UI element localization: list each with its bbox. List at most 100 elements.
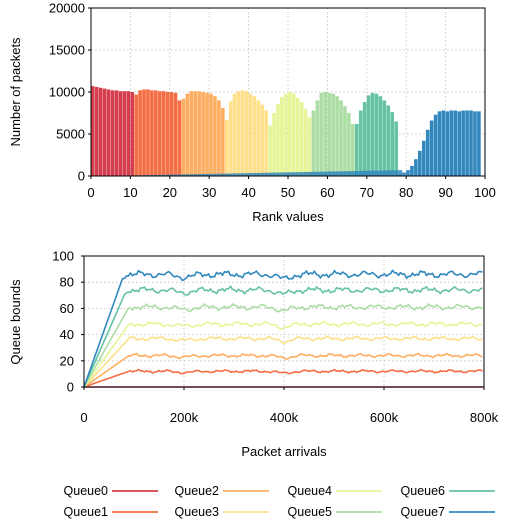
histogram-bars xyxy=(91,86,481,176)
histogram-bar xyxy=(130,92,134,176)
histogram-bar xyxy=(209,93,213,176)
histogram-bar xyxy=(91,86,95,176)
legend-label: Queue3 xyxy=(175,505,220,519)
bottom-x-tick-label: 400k xyxy=(270,410,299,425)
top-y-tick-label: 0 xyxy=(78,169,85,184)
bottom-x-tick-label: 0 xyxy=(80,410,87,425)
histogram-bar xyxy=(142,89,146,176)
histogram-bar xyxy=(410,165,414,176)
histogram-bar xyxy=(118,91,123,176)
histogram-bar xyxy=(272,113,276,176)
histogram-bar xyxy=(311,110,316,176)
histogram-bar xyxy=(165,92,170,176)
legend-label: Queue6 xyxy=(401,484,446,498)
histogram-bar xyxy=(457,111,462,176)
histogram-bar xyxy=(307,117,312,176)
histogram-bar xyxy=(303,108,308,176)
histogram-bar xyxy=(374,93,379,176)
histogram-bar xyxy=(224,119,229,176)
histogram-bar xyxy=(240,90,245,176)
histogram-bar xyxy=(217,100,221,176)
histogram-bar xyxy=(177,100,182,176)
histogram-bar xyxy=(193,91,198,176)
legend-label: Queue0 xyxy=(64,484,109,498)
bottom-x-tick-label: 600k xyxy=(370,410,399,425)
histogram-bar xyxy=(358,110,363,176)
bottom-x-tick-label: 800k xyxy=(470,410,499,425)
histogram-bar xyxy=(354,123,359,176)
histogram-bar xyxy=(213,96,217,176)
histogram-bar xyxy=(260,104,265,176)
histogram-bar xyxy=(284,93,288,176)
histogram-bar xyxy=(288,92,292,176)
histogram-bar xyxy=(150,90,154,176)
bottom-y-tick-label: 100 xyxy=(52,249,74,264)
histogram-bar xyxy=(146,89,150,176)
top-y-tick-label: 15000 xyxy=(49,43,85,58)
histogram-bar xyxy=(378,96,383,176)
legend-label: Queue4 xyxy=(288,484,333,498)
histogram-bar xyxy=(126,91,131,176)
legend-label: Queue2 xyxy=(175,484,220,498)
histogram-bar xyxy=(386,105,391,176)
top-x-tick-label: 90 xyxy=(438,185,452,200)
bottom-x-axis-label: Packet arrivals xyxy=(241,444,327,459)
bottom-y-tick-label: 60 xyxy=(60,301,74,316)
top-y-tick-label: 20000 xyxy=(49,1,85,16)
histogram-bar xyxy=(425,129,430,176)
histogram-bar xyxy=(291,93,296,176)
histogram-bar xyxy=(122,91,127,176)
histogram-bar xyxy=(390,112,395,176)
histogram-bar xyxy=(449,110,454,176)
bottom-x-tick-label: 200k xyxy=(170,410,199,425)
histogram-bar xyxy=(429,120,434,176)
histogram-bar xyxy=(252,96,257,176)
histogram-bar xyxy=(319,92,324,176)
histogram-bar xyxy=(473,111,477,176)
histogram-bar xyxy=(197,91,201,176)
histogram-bar xyxy=(433,114,438,176)
histogram-bar xyxy=(110,90,115,176)
histogram-bar xyxy=(169,92,174,176)
legend: Queue0 Queue1 Queue2 Queue3 Queue4 Queue5 Queu… xyxy=(64,484,495,519)
histogram-bar xyxy=(114,90,119,176)
histogram-bar xyxy=(402,172,406,176)
histogram-bar xyxy=(106,89,111,176)
top-y-axis-label: Number of packets xyxy=(8,37,23,147)
histogram-bar xyxy=(441,110,446,176)
queue-bound-line xyxy=(83,335,483,388)
histogram-bar xyxy=(232,93,237,176)
histogram-bar xyxy=(102,88,107,176)
histogram-bar xyxy=(256,100,261,176)
histogram-bar xyxy=(264,110,268,176)
top-x-tick-label: 80 xyxy=(399,185,413,200)
histogram-bar xyxy=(157,91,162,176)
histogram-bar xyxy=(244,91,249,176)
histogram-bar xyxy=(461,110,465,176)
histogram-bar xyxy=(94,86,99,176)
histogram-bar xyxy=(335,96,339,176)
bottom-y-axis-label: Queue bounds xyxy=(8,279,23,365)
top-x-tick-label: 60 xyxy=(320,185,334,200)
histogram-bar xyxy=(477,111,481,176)
histogram-bar xyxy=(161,91,166,176)
top-x-tick-label: 40 xyxy=(241,185,255,200)
top-x-axis-label: Rank values xyxy=(252,209,324,224)
histogram-bar xyxy=(370,92,375,176)
legend-label: Queue1 xyxy=(64,505,109,519)
histogram-bar xyxy=(414,159,418,176)
bottom-x-ticks: 0 200k 400k 600k 800k xyxy=(80,387,499,425)
top-x-tick-label: 70 xyxy=(360,185,374,200)
queue-bound-line xyxy=(83,285,483,388)
histogram-bar xyxy=(201,92,205,176)
histogram-bar xyxy=(299,102,304,176)
bottom-y-tick-label: 20 xyxy=(60,353,74,368)
bottom-y-tick-label: 80 xyxy=(60,275,74,290)
queue-bound-line xyxy=(83,303,483,388)
bottom-y-tick-label: 0 xyxy=(67,380,74,395)
histogram-bar xyxy=(154,90,158,176)
histogram-bar xyxy=(331,93,335,176)
bottom-y-ticks: 0 20 40 60 80 100 xyxy=(52,249,84,395)
histogram-bar xyxy=(347,113,351,176)
